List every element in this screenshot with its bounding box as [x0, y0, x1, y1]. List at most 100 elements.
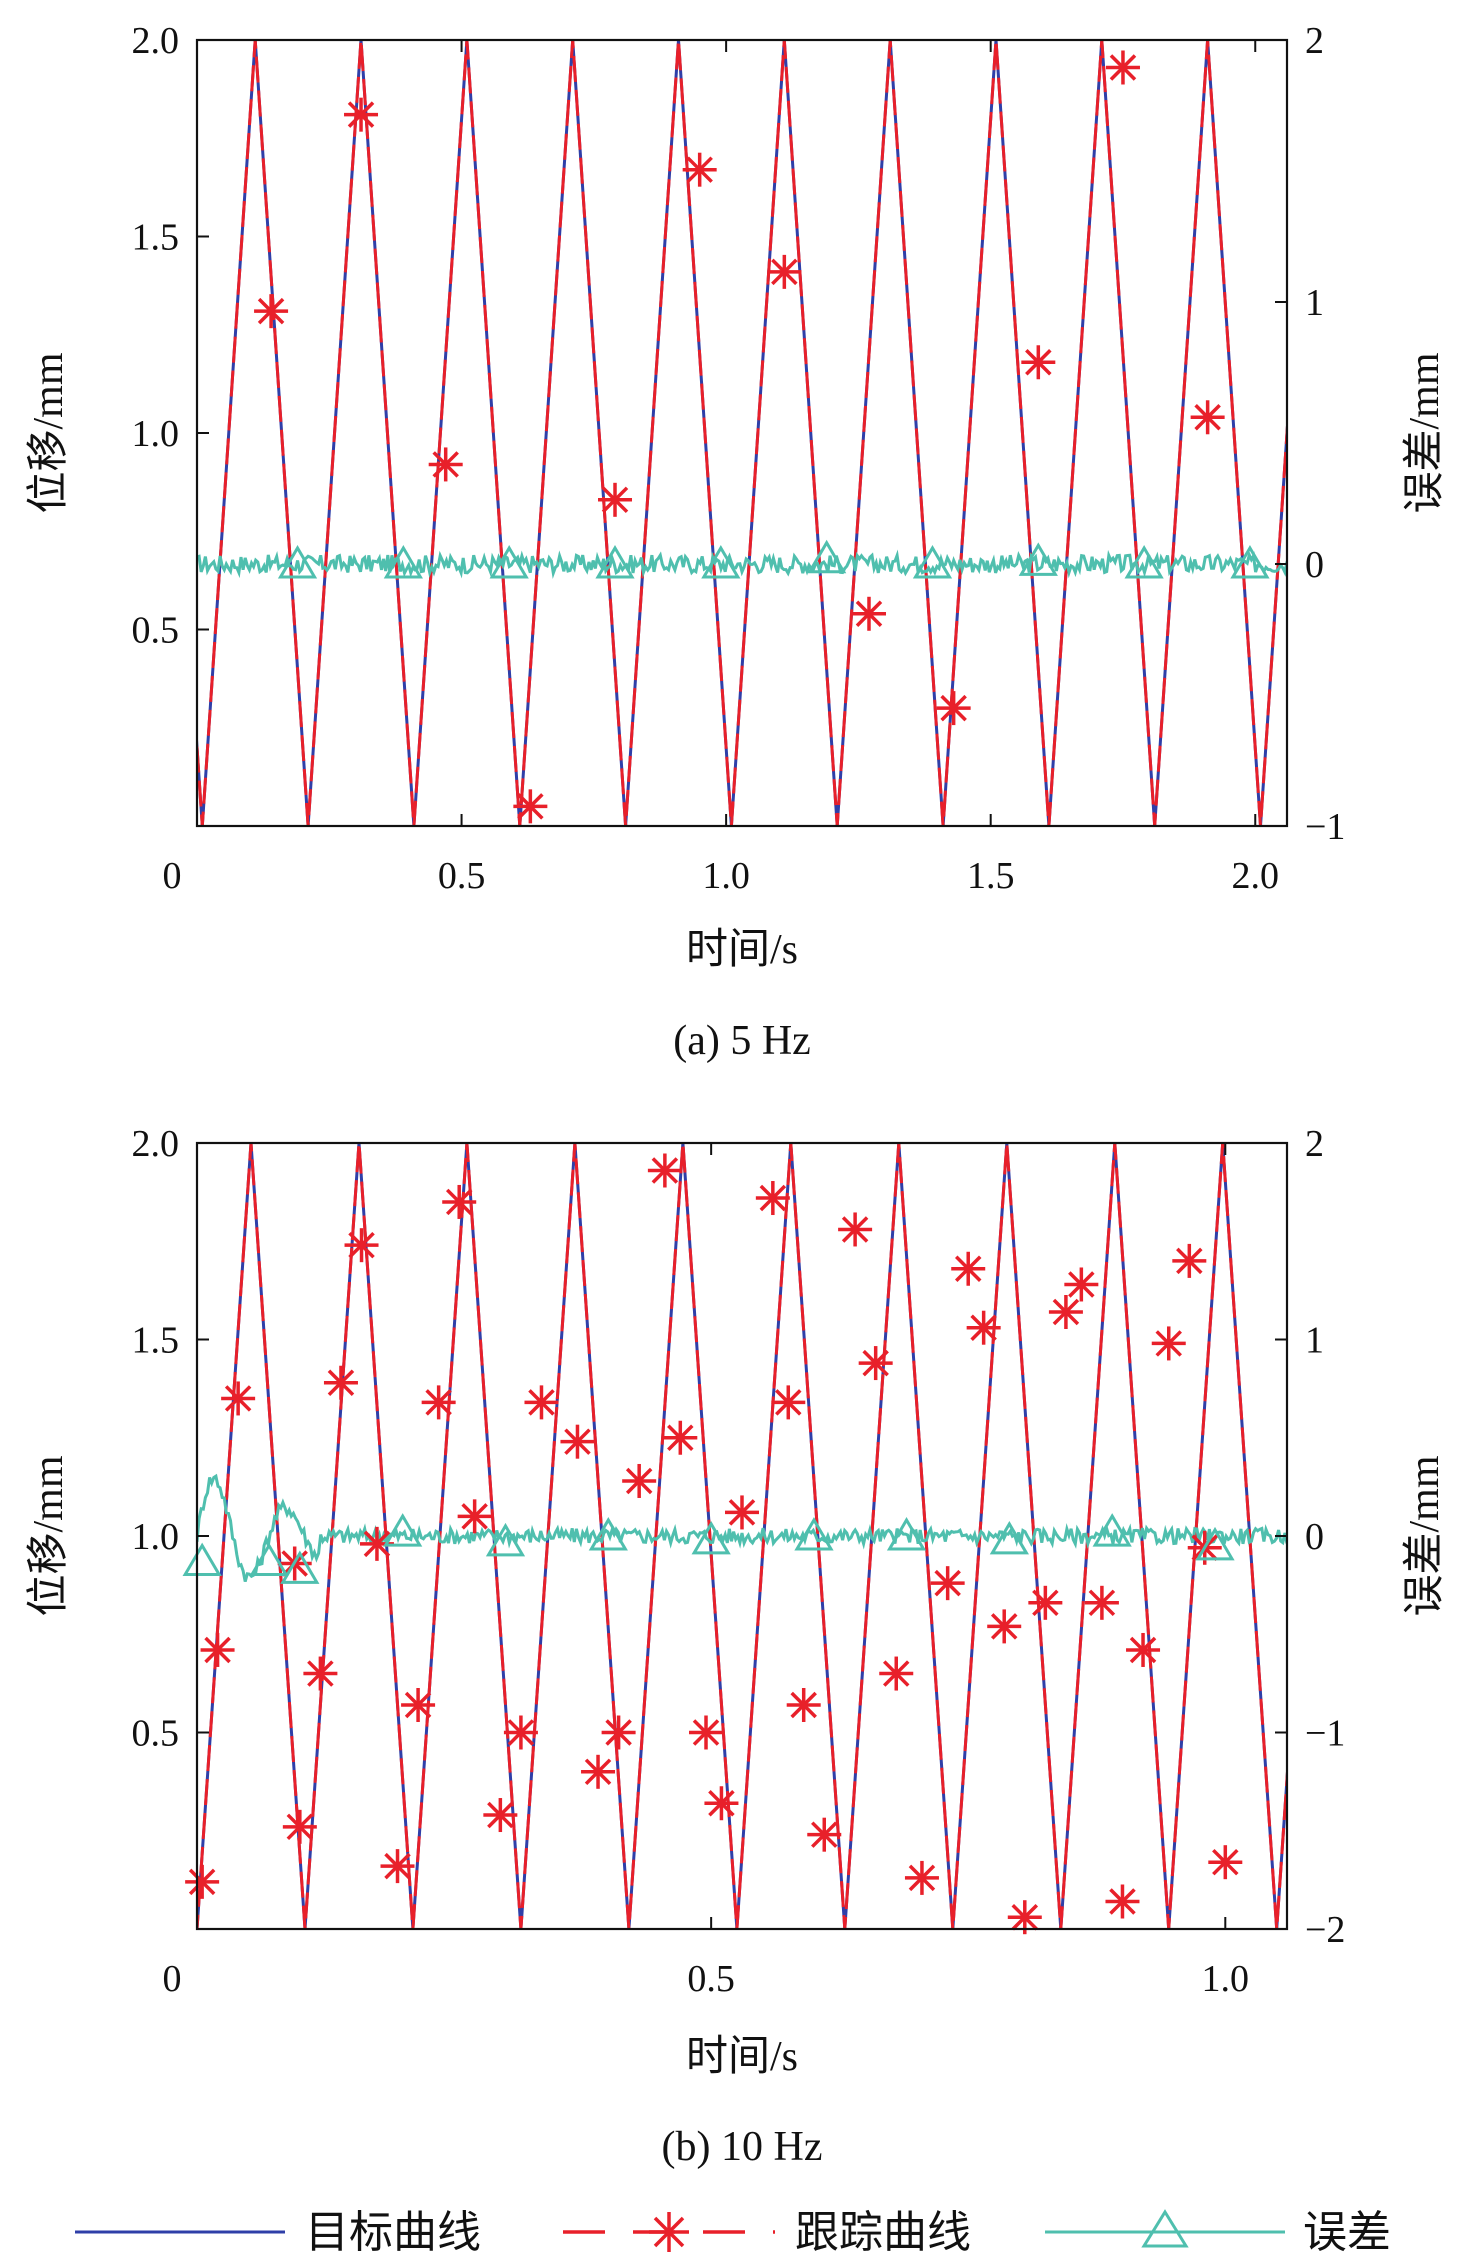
panel-b-tracking-marker	[879, 1656, 914, 1691]
panel-b-tracking-marker	[1151, 1326, 1186, 1361]
panel-b-ytick-right-label: −1	[1305, 1713, 1345, 1755]
panel-b-tracking-marker	[1028, 1585, 1063, 1620]
panel-b-tracking-marker	[560, 1424, 595, 1459]
panel-a-tracking-marker	[682, 152, 717, 187]
panel-b-xtick-label: 0.5	[687, 1958, 735, 2000]
panel-b-tracking-marker	[221, 1381, 256, 1416]
panel-b-tracking-marker	[966, 1310, 1001, 1345]
panel-b-tracking-marker	[725, 1495, 759, 1530]
panel-b-ytick-right-label: −2	[1305, 1909, 1345, 1951]
panel-b-tracking-marker	[704, 1786, 739, 1821]
panel-b-tracking-marker	[503, 1715, 538, 1750]
panel-a-tracking-marker	[1105, 50, 1140, 85]
panel-b-tracking-marker	[858, 1346, 893, 1381]
panel-b-error-marker	[886, 1517, 927, 1551]
panel-b-tracking-marker	[663, 1420, 698, 1455]
legend-error-label: 误差	[1303, 2208, 1391, 2257]
panel-a-5hz: 0 0.5 1.0 1.5 2.0 0.5 1.0 1.5 2.0 −1 0 1 2 时间/s 位移/m…	[25, 20, 1448, 1064]
panel-a-xtick-label: 0	[163, 855, 182, 897]
panel-b-tracking-marker	[622, 1463, 657, 1498]
panel-b-ytick-right-label: 2	[1305, 1123, 1324, 1165]
panel-b-tracking-marker	[401, 1687, 436, 1722]
panel-a-ytick-right-label: 0	[1305, 544, 1324, 586]
panel-b-tracking-marker	[581, 1754, 616, 1789]
panel-a-tracking-marker	[598, 482, 633, 517]
panel-b-tracking-marker	[838, 1212, 873, 1247]
panel-a-error-marker	[489, 545, 529, 579]
panel-a-caption: (a) 5 Hz	[673, 1018, 811, 1064]
panel-a-frame	[195, 38, 1289, 828]
panel-a-error-marker	[383, 545, 423, 579]
panel-b-tracking-marker	[1064, 1267, 1099, 1302]
panel-b-error-marker	[1092, 1513, 1132, 1547]
panel-b-ytick-right-label: 1	[1305, 1320, 1324, 1362]
panel-a-error-line	[197, 549, 1287, 580]
panel-a-ylabel-right: 误差/mm	[1402, 352, 1448, 513]
panel-b-tracking-marker	[380, 1849, 415, 1884]
panel-b-plot-area	[182, 1143, 1287, 1935]
legend-item-target: 目标曲线	[75, 2208, 481, 2257]
panel-b-tracking-marker	[323, 1365, 358, 1400]
panel-a-error-marker	[1018, 542, 1058, 576]
panel-b-tracking-marker	[421, 1385, 456, 1420]
panel-b-axes: 0 0.5 1.0 0.5 1.0 1.5 2.0 −2 −1 0 1 2	[132, 1123, 1346, 2000]
panel-a-tracking-marker	[254, 294, 289, 329]
panel-b-error-marker	[1195, 1526, 1235, 1561]
panel-b-tracking-marker	[344, 1228, 379, 1263]
panel-a-xtick-label: 1.0	[702, 855, 750, 897]
asterisk-marker-icon	[649, 2212, 689, 2252]
panel-b-xtick-label: 0	[163, 1958, 182, 2000]
panel-a-plot-area	[197, 40, 1287, 826]
panel-a-tracking-line	[197, 40, 1287, 826]
panel-b-tracking-marker	[524, 1385, 559, 1420]
panel-b-ytick-left-label: 2.0	[132, 1123, 180, 1165]
panel-b-tracking-marker	[359, 1526, 394, 1561]
panel-a-tracking-marker	[428, 447, 463, 482]
panel-b-tracking-marker	[771, 1385, 806, 1420]
panel-a-axes: 0 0.5 1.0 1.5 2.0 0.5 1.0 1.5 2.0 −1 0 1 2	[132, 20, 1346, 897]
panel-b-tracking-marker	[930, 1566, 965, 1601]
legend: 目标曲线 跟踪曲线 误差	[75, 2208, 1391, 2257]
panel-a-error-marker	[1124, 545, 1164, 579]
panel-b-tracking-marker	[282, 1809, 317, 1844]
panel-a-error-marker	[701, 545, 741, 579]
panel-b-xtick-label: 1.0	[1202, 1958, 1250, 2000]
panel-b-tracking-marker	[689, 1715, 724, 1750]
panel-b-ytick-right-label: 0	[1305, 1516, 1324, 1558]
panel-b-error-marker	[691, 1520, 731, 1555]
panel-b-tracking-marker	[1048, 1294, 1083, 1329]
panel-a-tracking-marker	[936, 691, 971, 726]
panel-a-ytick-right-label: −1	[1305, 806, 1345, 848]
panel-a-xtick-label: 1.5	[967, 855, 1015, 897]
panel-a-xlabel: 时间/s	[686, 927, 798, 973]
panel-b-tracking-marker	[442, 1184, 477, 1219]
panel-b-tracking-marker	[1084, 1585, 1119, 1620]
panel-b-tracking-marker	[647, 1153, 682, 1188]
panel-b-10hz: 0 0.5 1.0 0.5 1.0 1.5 2.0 −2 −1 0 1 2 时间/s 位移/mm 误差…	[25, 1123, 1448, 2170]
panel-b-ytick-left-label: 1.0	[132, 1516, 180, 1558]
panel-b-tracking-marker	[786, 1687, 821, 1722]
panel-a-error-marker	[277, 545, 318, 579]
panel-a-tracking-marker	[513, 789, 548, 824]
panel-b-tracking-marker	[807, 1817, 842, 1852]
panel-b-error-marker	[485, 1522, 526, 1557]
panel-b-tracking-marker	[1208, 1845, 1243, 1880]
panel-b-tracking-marker	[951, 1251, 986, 1286]
panel-a-tracking-marker	[767, 254, 802, 289]
panel-a-error-marker	[912, 545, 953, 579]
panel-b-tracking-marker	[1172, 1243, 1207, 1278]
triangle-marker-icon	[1141, 2209, 1189, 2248]
panel-a-xtick-label: 2.0	[1232, 855, 1280, 897]
panel-a-tracking-marker	[1021, 345, 1056, 380]
panel-a-ytick-left-label: 1.5	[132, 217, 180, 259]
panel-b-error-marker	[182, 1542, 222, 1577]
panel-b-error-marker	[989, 1520, 1029, 1555]
panel-b-error-marker	[588, 1517, 628, 1551]
panel-b-ytick-left-label: 0.5	[132, 1713, 180, 1755]
panel-b-error-marker	[794, 1517, 834, 1551]
panel-b-ytick-left-label: 1.5	[132, 1320, 180, 1362]
panel-a-ylabel-left: 位移/mm	[25, 352, 72, 513]
panel-a-error-marker	[1230, 545, 1270, 579]
panel-b-caption: (b) 10 Hz	[662, 2124, 823, 2170]
panel-b-tracking-marker	[1105, 1884, 1140, 1919]
